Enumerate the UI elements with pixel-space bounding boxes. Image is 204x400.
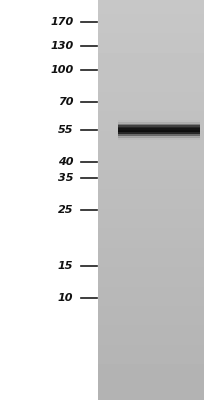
Text: 15: 15	[58, 261, 73, 271]
Bar	[118, 131, 200, 136]
Text: 35: 35	[58, 173, 73, 183]
Bar	[118, 128, 200, 134]
Text: 70: 70	[58, 97, 73, 107]
Text: 130: 130	[50, 41, 73, 51]
Text: 100: 100	[50, 65, 73, 75]
Bar	[0, 0, 98, 400]
Bar	[118, 124, 200, 128]
Text: 25: 25	[58, 205, 73, 215]
Bar	[118, 137, 200, 140]
Text: 40: 40	[58, 157, 73, 167]
Bar	[118, 120, 200, 123]
Text: 10: 10	[58, 293, 73, 303]
Text: 170: 170	[50, 17, 73, 27]
Text: 55: 55	[58, 125, 73, 135]
Bar	[118, 125, 200, 130]
Bar	[118, 127, 200, 132]
Bar	[118, 122, 200, 125]
Bar	[118, 134, 200, 138]
